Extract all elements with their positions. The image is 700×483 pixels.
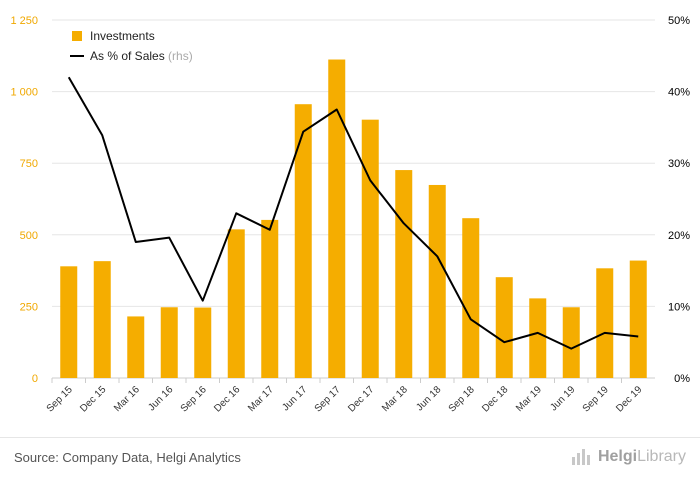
- y-left-tick-label: 500: [20, 230, 38, 242]
- bar: [395, 170, 413, 378]
- x-tick-label: Mar 16: [112, 384, 142, 414]
- x-tick-label: Sep 15: [45, 384, 75, 414]
- bar: [629, 260, 647, 378]
- bar: [194, 307, 212, 378]
- bar: [60, 266, 78, 378]
- x-tick-label: Dec 17: [346, 384, 376, 414]
- bar: [93, 261, 111, 378]
- y-right-tick-label: 50%: [668, 15, 690, 27]
- logo-text-library: Library: [637, 448, 686, 465]
- library-logo-icon: [571, 449, 594, 465]
- x-tick-label: Sep 19: [581, 384, 611, 414]
- y-right-tick-label: 40%: [668, 87, 690, 99]
- y-right-tick-label: 0%: [674, 373, 690, 385]
- bar: [596, 268, 614, 378]
- x-tick-label: Dec 19: [614, 384, 644, 414]
- bar: [361, 119, 379, 378]
- x-tick-label: Jun 17: [280, 384, 309, 413]
- x-tick-label: Dec 16: [212, 384, 242, 414]
- bar: [562, 307, 580, 378]
- x-tick-label: Dec 18: [480, 384, 510, 414]
- x-tick-label: Jun 19: [548, 384, 577, 413]
- y-left-tick-label: 0: [32, 373, 38, 385]
- bar: [127, 316, 145, 378]
- x-tick-label: Jun 18: [414, 384, 443, 413]
- x-tick-label: Mar 17: [246, 384, 276, 414]
- logo-text-helgi: Helgi: [597, 448, 638, 465]
- bar: [462, 218, 480, 378]
- y-left-tick-label: 1 250: [10, 15, 38, 27]
- bar: [529, 298, 547, 378]
- footer-divider: [0, 437, 700, 438]
- x-tick-label: Jun 16: [146, 384, 175, 413]
- bar: [261, 219, 279, 378]
- x-tick-label: Mar 19: [514, 384, 544, 414]
- x-tick-label: Sep 17: [313, 384, 343, 414]
- legend-label-pct-sales: As % of Sales (rhs): [90, 49, 193, 63]
- y-right-tick-label: 30%: [668, 158, 690, 170]
- y-left-tick-label: 1 000: [10, 87, 38, 99]
- bar: [328, 59, 346, 379]
- source-note: Source: Company Data, Helgi Analytics: [14, 450, 241, 465]
- chart: 0 250 500 750 1 000 1 250 0% 10% 20% 30% 40% 50% Sep…: [10, 15, 690, 415]
- y-right-tick-label: 10%: [668, 301, 690, 313]
- x-tick-label: Mar 18: [380, 384, 410, 414]
- y-right-tick-label: 20%: [668, 230, 690, 242]
- x-tick-label: Sep 18: [447, 384, 477, 414]
- legend-swatch-investments: [72, 31, 82, 41]
- x-tick-label: Sep 16: [179, 384, 209, 414]
- x-tick-label: Dec 15: [78, 384, 108, 414]
- bar: [294, 104, 312, 378]
- helgi-library-logo[interactable]: Helgi Library: [571, 448, 686, 466]
- series-line-pct-sales: [67, 76, 639, 350]
- bar: [160, 307, 178, 378]
- legend-label-investments: Investments: [90, 29, 155, 43]
- bar: [227, 229, 245, 378]
- y-left-tick-label: 250: [20, 301, 38, 313]
- y-left-tick-label: 750: [20, 158, 38, 170]
- bar: [428, 184, 446, 378]
- bar: [495, 277, 513, 378]
- legend-label-rhs: (rhs): [168, 49, 193, 63]
